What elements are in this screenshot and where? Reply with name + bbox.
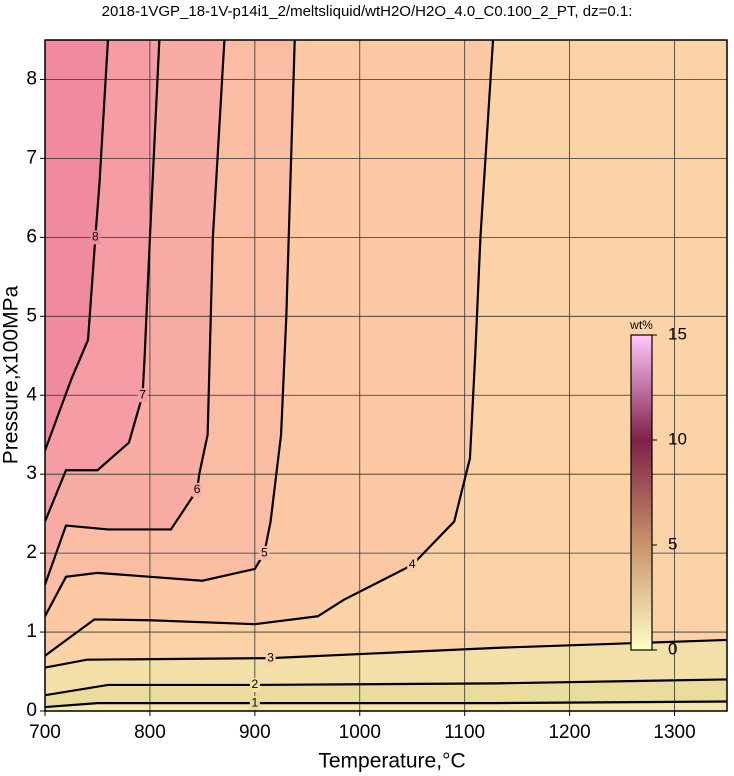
y-axis-label: Pressure,x100MPa <box>0 285 23 464</box>
contour-line <box>45 40 161 522</box>
contour-label-bg <box>265 651 276 666</box>
colorbar-tick-label: 10 <box>668 429 687 448</box>
contour-label: 2 <box>252 677 259 691</box>
overlay: 700 800 900 1000 1100 1200 1300012345678wt%051… <box>26 39 728 743</box>
contour-label-bg <box>249 696 260 711</box>
contour-label-bg <box>137 388 148 403</box>
x-tick-label: 1200 <box>548 722 590 743</box>
y-tick-label: 4 <box>26 384 37 405</box>
y-tick-label: 2 <box>26 542 37 563</box>
x-tick-label: 700 <box>29 722 61 743</box>
contour-line <box>45 40 110 451</box>
contour-label-bg <box>90 230 101 245</box>
contour-label-bg <box>249 677 260 692</box>
y-tick-label: 1 <box>26 621 37 642</box>
x-tick-label: 1000 <box>339 722 381 743</box>
colorbar <box>630 334 653 651</box>
contour-label-bg <box>259 546 270 561</box>
y-tick-label: 3 <box>26 463 37 484</box>
contour-label: 5 <box>261 545 268 559</box>
colorbar-label: wt% <box>629 318 653 332</box>
y-tick-label: 0 <box>26 700 37 721</box>
colorbar-tick-label: 15 <box>668 324 687 343</box>
contour-label: 8 <box>92 230 99 244</box>
x-tick-label: 1100 <box>444 722 485 743</box>
y-tick-label: 5 <box>26 305 37 326</box>
contour-label: 1 <box>252 695 259 709</box>
colorbar-tick-label: 5 <box>668 534 677 553</box>
y-tick-label: 6 <box>26 226 37 247</box>
x-axis-label: Temperature,°C <box>318 750 465 773</box>
contour-label: 7 <box>139 387 146 401</box>
y-tick-label: 7 <box>26 147 37 168</box>
contour-label-bg <box>192 482 203 497</box>
x-tick-label: 800 <box>134 722 166 743</box>
contour-label: 4 <box>409 557 416 571</box>
contour-line <box>45 40 495 657</box>
contour-label: 3 <box>267 650 274 664</box>
plot-frame <box>44 39 728 712</box>
contour-label: 6 <box>194 482 201 496</box>
contour-label-bg <box>407 557 418 572</box>
x-tick-label: 1300 <box>653 722 695 743</box>
chart-title: 2018-1VGP_18-1V-p14i1_2/meltsliquid/wtH2… <box>102 3 633 20</box>
contour-line <box>45 40 296 617</box>
y-tick-label: 8 <box>26 68 37 89</box>
colorbar-tick-label: 0 <box>668 639 677 658</box>
x-tick-label: 900 <box>239 722 271 743</box>
contour-fill <box>45 40 108 451</box>
